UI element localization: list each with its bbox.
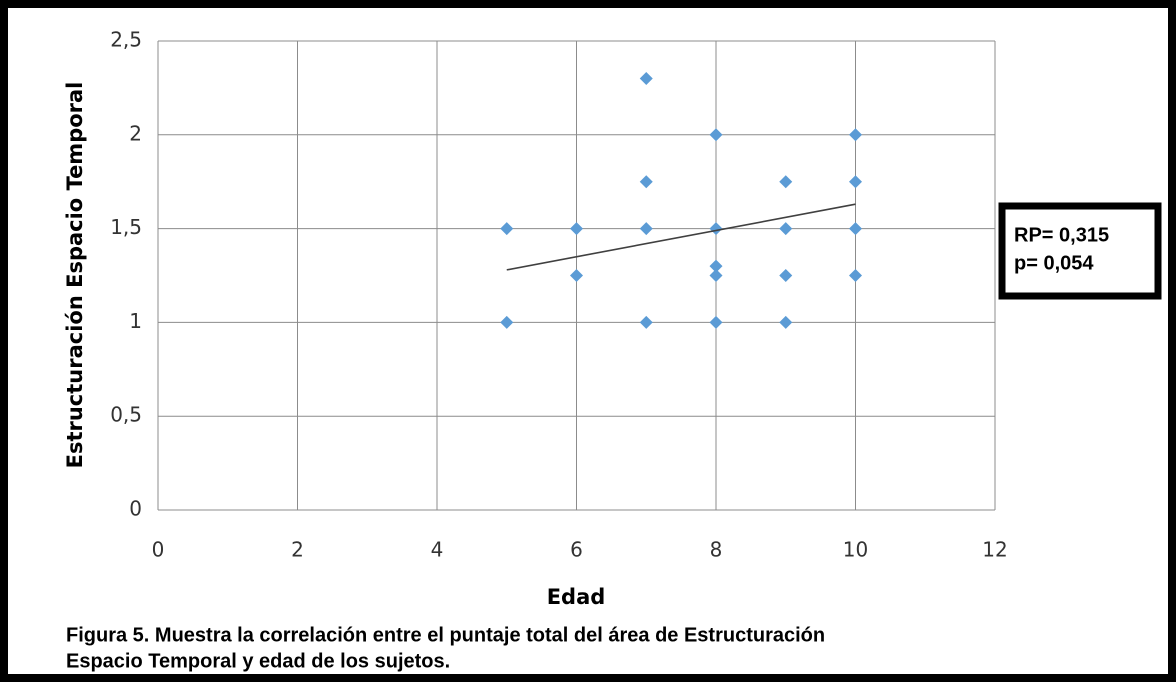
- x-tick-label: 0: [152, 538, 165, 562]
- point: [639, 315, 653, 329]
- point: [779, 222, 793, 236]
- y-tick-label: 2: [129, 121, 142, 145]
- y-tick-label: 2,5: [110, 28, 142, 52]
- y-tick-label: 0: [129, 497, 142, 521]
- caption: Espacio Temporal y edad de los sujetos.: [66, 650, 450, 672]
- point: [639, 222, 653, 236]
- annotation-box: [998, 202, 1162, 300]
- point: [709, 315, 723, 329]
- x-tick-label: 12: [982, 538, 1007, 562]
- trendline: [506, 203, 856, 271]
- y-tick-label: 0,5: [110, 403, 142, 427]
- point: [639, 175, 653, 189]
- point: [500, 222, 514, 236]
- annotation: p= 0,054: [1014, 252, 1094, 274]
- point: [570, 222, 583, 236]
- x-tick-label: 6: [570, 538, 583, 562]
- point: [849, 175, 862, 189]
- point: [709, 269, 723, 282]
- annotation: RP= 0,315: [1014, 224, 1109, 246]
- x-tick-label: 2: [291, 538, 304, 562]
- y-tick-label: 1: [129, 309, 142, 333]
- point: [779, 315, 793, 329]
- point: [849, 222, 862, 236]
- point: [709, 259, 723, 273]
- caption: Figura 5. Muestra la correlación entre e…: [66, 624, 825, 646]
- x-tick-label: 4: [431, 538, 444, 562]
- point: [570, 269, 583, 282]
- x-axis-label: Edad: [547, 585, 606, 609]
- y-axis-label: Estructuración Espacio Temporal: [63, 82, 87, 469]
- point: [849, 269, 862, 282]
- point: [779, 269, 793, 282]
- x-tick-label: 10: [843, 538, 868, 562]
- y-tick-label: 1,5: [110, 215, 142, 239]
- point: [779, 175, 793, 189]
- point: [500, 315, 514, 329]
- point: [639, 72, 653, 86]
- point: [849, 128, 862, 142]
- point: [709, 128, 723, 142]
- x-tick-label: 8: [710, 538, 723, 562]
